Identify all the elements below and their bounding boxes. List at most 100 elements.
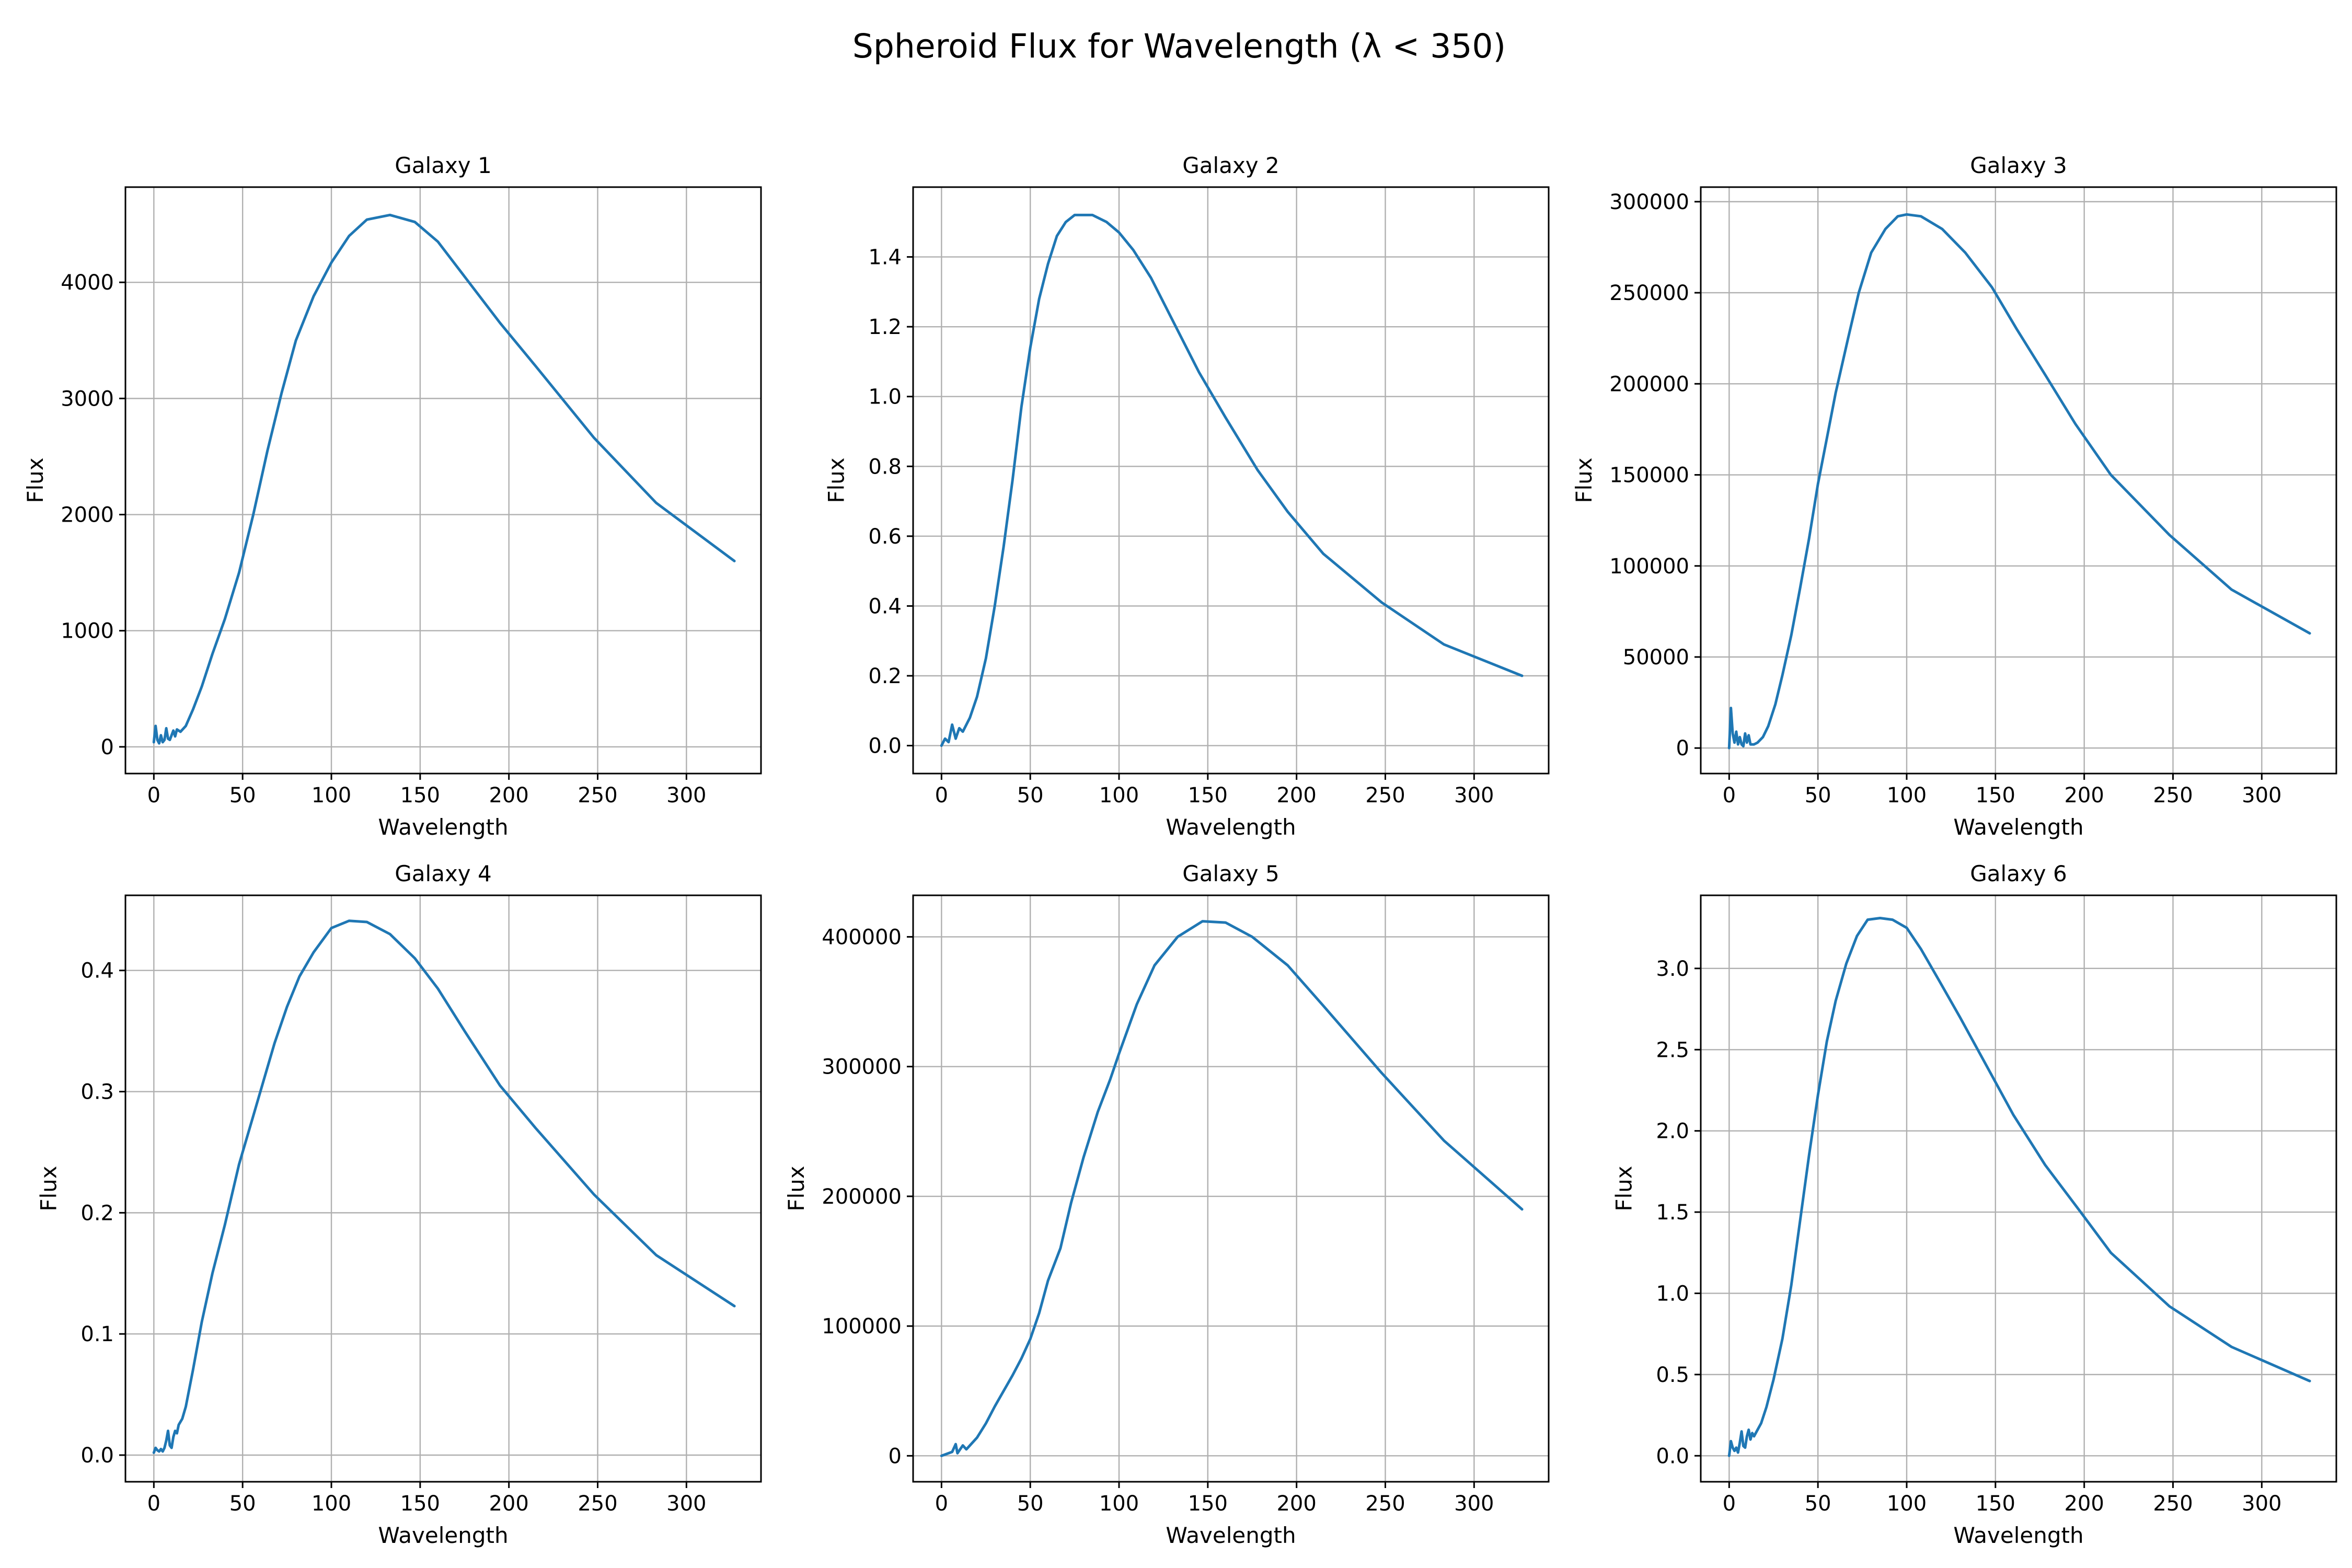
panel-title: Galaxy 5 xyxy=(1182,861,1279,886)
x-axis-label: Wavelength xyxy=(378,814,508,840)
y-tick-label: 1.0 xyxy=(868,385,902,409)
x-axis-label: Wavelength xyxy=(1166,814,1296,840)
panel-galaxy-2: 0 50 100 150 200 250 300 0.0 0.2 0.4 0.6 0.8 1.0 1.2 1… xyxy=(824,153,1550,840)
y-tick-label: 400000 xyxy=(822,925,902,949)
y-tick-label: 250000 xyxy=(1609,281,1689,305)
y-tick-label: 150000 xyxy=(1609,464,1689,488)
y-tick-label: 3.0 xyxy=(1656,957,1689,981)
x-tick-label: 150 xyxy=(400,1492,440,1516)
panels: 0 50 100 150 200 250 300 0 100 0 200 0 300 0 4000 Galax… xyxy=(22,153,2337,1548)
y-tick-label: 1.5 xyxy=(1656,1201,1689,1225)
x-tick-label: 0 xyxy=(147,783,160,808)
x-tick-label: 300 xyxy=(666,783,706,808)
y-tick-label: 0.6 xyxy=(868,525,902,549)
y-tick-label: 1.0 xyxy=(1656,1282,1689,1306)
y-tick-label: 4000 xyxy=(61,271,114,295)
panel-galaxy-1: 0 50 100 150 200 250 30001000200030004000Galax… xyxy=(22,153,762,840)
y-tick-label: 0.0 xyxy=(868,734,902,758)
series-line xyxy=(940,920,1524,1457)
panel-title: Galaxy 4 xyxy=(395,861,491,886)
x-tick-label: 250 xyxy=(1365,783,1405,808)
figure-title: Spheroid Flux for Wavelength (λ < 350) xyxy=(852,27,1506,65)
x-tick-label: 50 xyxy=(1017,783,1044,808)
x-tick-label: 50 xyxy=(1805,783,1831,808)
y-axis-label: Flux xyxy=(1611,1166,1637,1211)
x-tick-label: 250 xyxy=(1365,1492,1405,1516)
axes-frame xyxy=(124,186,762,775)
y-tick-label: 300000 xyxy=(822,1055,902,1079)
x-tick-label: 150 xyxy=(1188,783,1228,808)
series-line xyxy=(1727,917,2311,1457)
x-tick-label: 200 xyxy=(489,783,528,808)
x-tick-label: 150 xyxy=(400,783,440,808)
y-tick-label: 2.0 xyxy=(1656,1120,1689,1144)
x-tick-label: 200 xyxy=(1276,783,1316,808)
x-tick-label: 300 xyxy=(1454,1492,1494,1516)
y-tick-label: 100000 xyxy=(1609,555,1689,579)
x-tick-label: 0 xyxy=(1723,1492,1736,1516)
x-axis-label: Wavelength xyxy=(1953,1523,2083,1548)
y-tick-label: 0.3 xyxy=(80,1080,114,1104)
y-axis-label: Flux xyxy=(1571,457,1597,503)
x-tick-label: 250 xyxy=(2153,1492,2193,1516)
y-tick-label: 0.2 xyxy=(868,664,902,688)
y-tick-label: 200000 xyxy=(1609,372,1689,396)
x-tick-label: 100 xyxy=(1099,1492,1139,1516)
axes-frame xyxy=(912,894,1550,1483)
x-axis-label: Wavelength xyxy=(378,1523,508,1548)
x-tick-label: 250 xyxy=(2153,783,2193,808)
y-tick-label: 100000 xyxy=(822,1315,902,1339)
x-tick-label: 50 xyxy=(229,1492,256,1516)
panel-galaxy-4: 0 50 100 150 200 250 300 0.0 0.1 0.2 0.3 0.4 Galaxy … xyxy=(36,861,762,1548)
y-tick-label: 0 xyxy=(1676,736,1689,760)
x-tick-label: 150 xyxy=(1976,783,2015,808)
x-tick-label: 100 xyxy=(1887,1492,1927,1516)
series-line xyxy=(940,213,1524,747)
y-tick-label: 0.8 xyxy=(868,455,902,479)
panel-galaxy-5: 0 50 100 150 200 250 300 0 100000 200000 300000 400… xyxy=(783,861,1550,1548)
series-line xyxy=(152,213,736,745)
y-tick-label: 50000 xyxy=(1623,645,1689,670)
y-tick-label: 0.4 xyxy=(868,594,902,618)
x-tick-label: 100 xyxy=(1887,783,1927,808)
y-tick-label: 2.5 xyxy=(1656,1038,1689,1062)
series-line xyxy=(152,919,736,1454)
y-tick-label: 0.2 xyxy=(80,1201,114,1225)
y-axis-label: Flux xyxy=(783,1166,809,1211)
y-tick-label: 1.2 xyxy=(868,315,902,339)
x-tick-label: 150 xyxy=(1188,1492,1228,1516)
x-tick-label: 100 xyxy=(312,783,351,808)
y-tick-label: 1.4 xyxy=(868,246,902,270)
y-tick-label: 0.0 xyxy=(1656,1444,1689,1468)
x-tick-label: 200 xyxy=(2064,1492,2104,1516)
x-tick-label: 150 xyxy=(1976,1492,2015,1516)
panel-title: Galaxy 2 xyxy=(1182,153,1279,178)
x-tick-label: 200 xyxy=(489,1492,528,1516)
x-axis-label: Wavelength xyxy=(1953,814,2083,840)
y-tick-label: 0 xyxy=(101,735,114,759)
x-axis-label: Wavelength xyxy=(1166,1523,1296,1548)
x-tick-label: 100 xyxy=(1099,783,1139,808)
y-tick-label: 300000 xyxy=(1609,190,1689,214)
panel-title: Galaxy 1 xyxy=(395,153,491,178)
y-axis-label: Flux xyxy=(824,457,849,503)
panel-title: Galaxy 6 xyxy=(1970,861,2067,886)
axes-frame xyxy=(912,186,1550,775)
x-tick-label: 50 xyxy=(229,783,256,808)
x-tick-label: 0 xyxy=(147,1492,160,1516)
y-tick-label: 0.1 xyxy=(80,1322,114,1346)
x-tick-label: 50 xyxy=(1017,1492,1044,1516)
x-tick-label: 200 xyxy=(2064,783,2104,808)
x-tick-label: 300 xyxy=(1454,783,1494,808)
x-tick-label: 300 xyxy=(2242,1492,2281,1516)
panel-title: Galaxy 3 xyxy=(1970,153,2067,178)
x-tick-label: 50 xyxy=(1805,1492,1831,1516)
axes-frame xyxy=(1700,894,2337,1483)
y-tick-label: 0.0 xyxy=(80,1444,114,1468)
x-tick-label: 200 xyxy=(1276,1492,1316,1516)
series-line xyxy=(1727,213,2311,750)
panel-galaxy-6: 0 50 100 150 200 250 300 0.0 0.5 1.0 1.5 2.0 2.5 3.0 G… xyxy=(1611,861,2337,1548)
x-tick-label: 250 xyxy=(578,783,617,808)
